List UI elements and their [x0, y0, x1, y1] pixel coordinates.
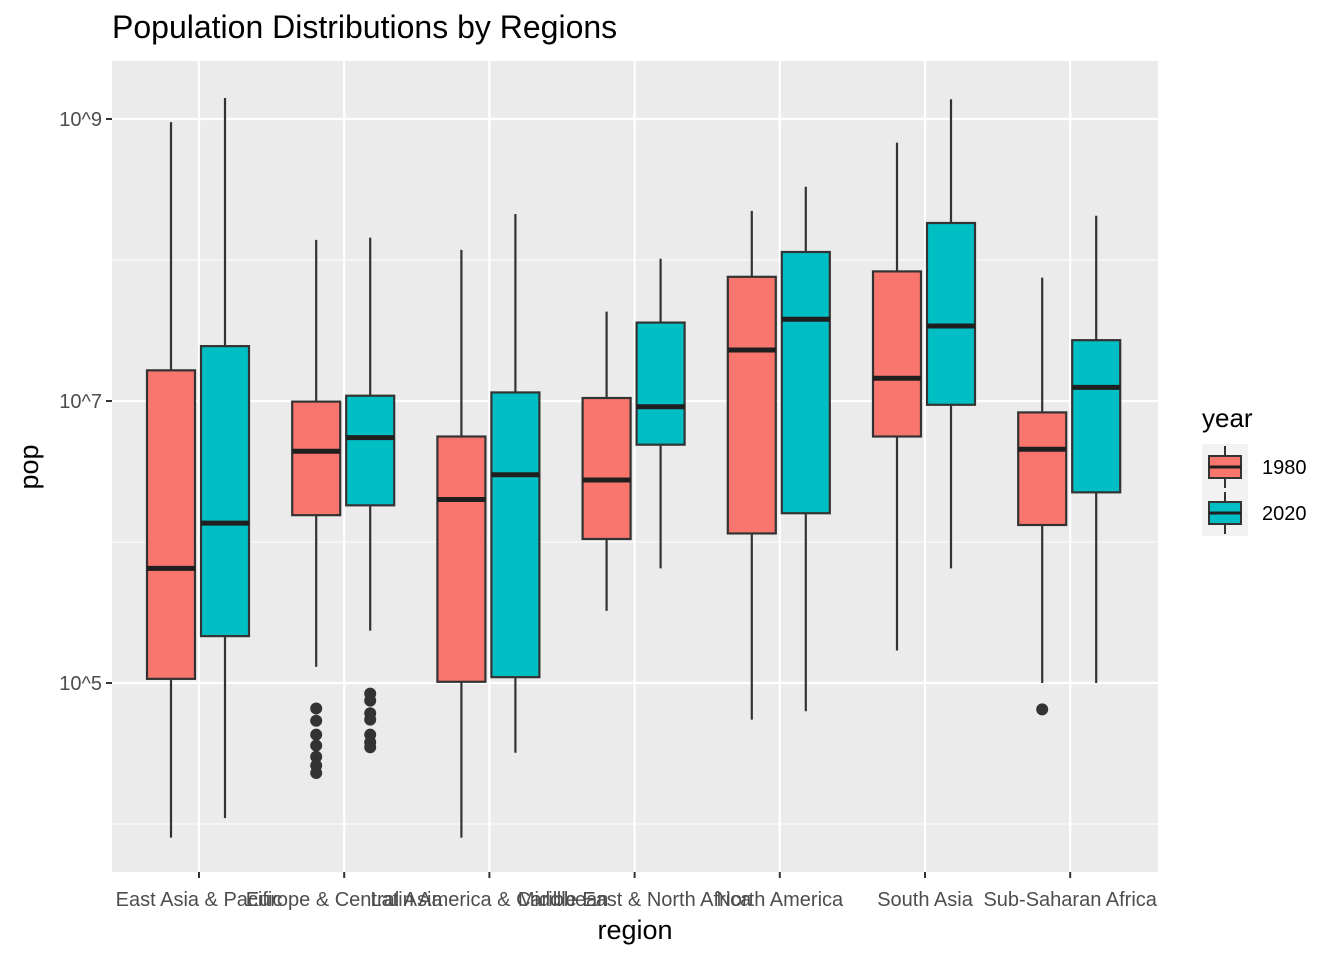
box-1980-0 — [145, 122, 197, 838]
iqr-box — [871, 270, 923, 438]
legend-label: 2020 — [1262, 503, 1307, 525]
iqr-box — [780, 250, 831, 515]
iqr-box — [291, 400, 342, 517]
legend: year 1980 2020 — [1202, 403, 1307, 536]
y-tick-label: 10^7 — [59, 391, 102, 413]
box-1980-4 — [726, 210, 777, 720]
box-2020-0 — [199, 97, 251, 819]
iqr-box — [581, 396, 632, 541]
box-2020-3 — [635, 258, 686, 569]
iqr-box — [925, 221, 977, 406]
outlier-point — [364, 694, 377, 707]
box-1980-2 — [436, 249, 487, 838]
y-axis: 10^5 10^7 10^9 — [59, 109, 112, 695]
outlier-point — [364, 741, 377, 754]
x-axis-title: region — [597, 915, 672, 945]
y-axis-title: pop — [14, 444, 44, 489]
x-tick-label: South Asia — [877, 889, 974, 911]
legend-title: year — [1202, 403, 1253, 433]
legend-item-2020: 2020 — [1202, 490, 1307, 536]
iqr-box — [726, 275, 777, 535]
outlier-point — [310, 702, 323, 715]
outlier-point — [1036, 703, 1049, 716]
box-2020-2 — [490, 213, 541, 753]
outlier-point — [310, 728, 323, 741]
outlier-point — [310, 766, 323, 779]
y-tick-label: 10^5 — [59, 673, 102, 695]
outlier-point — [364, 713, 377, 726]
x-tick-label: North America — [716, 889, 844, 911]
box-1980-3 — [581, 311, 632, 611]
box-2020-6 — [1071, 215, 1122, 683]
iqr-box — [345, 394, 396, 507]
x-tick-label: East Asia & Pacific — [116, 889, 283, 911]
iqr-box — [1017, 411, 1068, 527]
box-1980-1 — [291, 239, 342, 779]
iqr-box — [436, 435, 487, 683]
box-1980-6 — [1017, 277, 1068, 716]
box-2020-5 — [925, 99, 977, 569]
gridlines — [112, 61, 1158, 872]
iqr-box — [490, 391, 541, 679]
iqr-box — [145, 369, 197, 680]
x-tick-label: Latin America & Caribbean — [370, 889, 608, 911]
outlier-point — [310, 750, 323, 763]
legend-item-1980: 1980 — [1202, 444, 1307, 490]
x-tick-label: Middle East & North Africa — [518, 889, 752, 911]
iqr-box — [635, 321, 686, 446]
iqr-box — [199, 345, 251, 638]
x-tick-label: Europe & Central Asia — [246, 889, 444, 911]
box-series — [145, 97, 1122, 838]
y-tick-label: 10^9 — [59, 109, 102, 131]
box-2020-4 — [780, 186, 831, 712]
legend-label: 1980 — [1262, 457, 1307, 479]
box-1980-5 — [871, 142, 923, 651]
box-2020-1 — [345, 237, 396, 754]
x-tick-label: Sub-Saharan Africa — [983, 889, 1157, 911]
outlier-point — [310, 714, 323, 727]
outlier-point — [310, 739, 323, 752]
chart-title: Population Distributions by Regions — [112, 9, 617, 45]
iqr-box — [1071, 339, 1122, 494]
